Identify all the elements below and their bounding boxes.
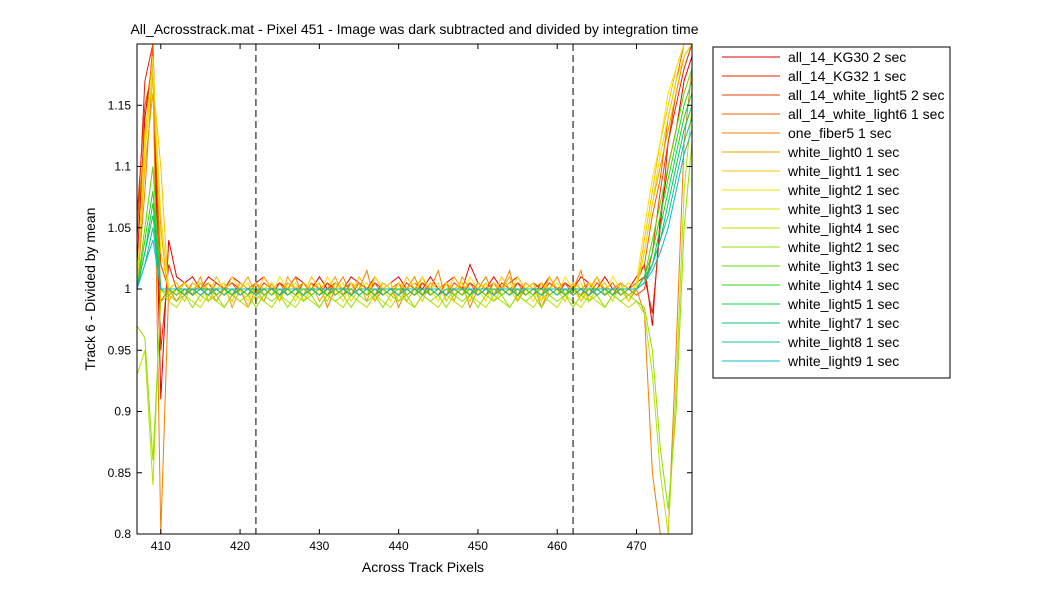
- legend-label: white_light2 1 sec: [787, 239, 899, 255]
- x-tick-label: 420: [230, 539, 250, 553]
- legend-label: white_light8 1 sec: [787, 334, 899, 350]
- legend-label: all_14_white_light5 2 sec: [788, 87, 944, 103]
- y-tick-label: 0.8: [114, 527, 131, 541]
- y-tick-label: 1.15: [108, 98, 132, 112]
- legend-label: all_14_KG30 2 sec: [788, 49, 906, 65]
- y-tick-label: 0.85: [108, 466, 132, 480]
- legend-label: white_light9 1 sec: [787, 353, 899, 369]
- legend-label: white_light0 1 sec: [787, 144, 899, 160]
- series-line-15: [137, 105, 692, 296]
- y-tick-label: 1: [124, 282, 131, 296]
- x-tick-label: 460: [547, 539, 567, 553]
- x-tick-label: 440: [389, 539, 409, 553]
- y-tick-label: 0.9: [114, 405, 131, 419]
- series-line-17: [137, 129, 692, 296]
- series-line-11: [137, 141, 692, 510]
- series-layer: [137, 44, 692, 534]
- legend-label: white_light1 1 sec: [787, 163, 899, 179]
- legend-label: white_light3 1 sec: [787, 258, 899, 274]
- legend-label: all_14_white_light6 1 sec: [788, 106, 944, 122]
- x-tick-label: 470: [626, 539, 646, 553]
- y-axis-label: Track 6 - Divided by mean: [82, 208, 98, 371]
- x-axis-ticks: 410 420 430 440 450 460 470: [151, 44, 647, 553]
- legend-label: one_fiber5 1 sec: [788, 125, 892, 141]
- legend-items: all_14_KG30 2 sec all_14_KG32 1 sec all_14…: [722, 49, 944, 369]
- y-tick-label: 1.1: [114, 160, 131, 174]
- chart-title: All_Acrosstrack.mat - Pixel 451 - Image …: [130, 21, 698, 37]
- y-tick-label: 0.95: [108, 343, 132, 357]
- y-axis-ticks: 0.8 0.85 0.9 0.95 1 1.05 1.1 1.15: [108, 98, 692, 541]
- legend-label: white_light5 1 sec: [787, 296, 899, 312]
- legend-label: all_14_KG32 1 sec: [788, 68, 906, 84]
- x-tick-label: 410: [151, 539, 171, 553]
- legend-label: white_light7 1 sec: [787, 315, 899, 331]
- legend: all_14_KG30 2 sec all_14_KG32 1 sec all_14…: [712, 46, 951, 379]
- legend-label: white_light4 1 sec: [787, 277, 899, 293]
- x-axis-label: Across Track Pixels: [362, 559, 484, 575]
- y-tick-label: 1.05: [108, 221, 132, 235]
- x-tick-label: 430: [309, 539, 329, 553]
- legend-label: white_light4 1 sec: [787, 220, 899, 236]
- x-tick-label: 450: [468, 539, 488, 553]
- reference-lines: [255, 44, 574, 534]
- legend-label: white_light3 1 sec: [787, 201, 899, 217]
- legend-label: white_light2 1 sec: [787, 182, 899, 198]
